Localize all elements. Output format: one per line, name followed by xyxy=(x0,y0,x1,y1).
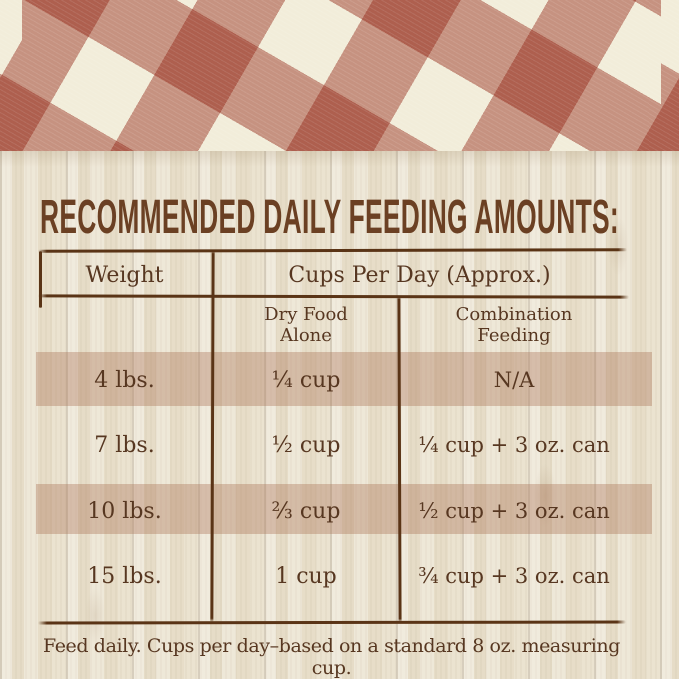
cell-weight-row-3: 10 lbs. xyxy=(87,498,162,524)
subheader-combination-feeding: Combination Feeding xyxy=(401,302,627,348)
cell-combination-row-2: ¼ cup + 3 oz. can xyxy=(418,433,610,457)
cell-dry-food-row-4: 1 cup xyxy=(275,563,337,589)
cell-combination-row-1: N/A xyxy=(493,368,535,392)
subheader-line: Combination xyxy=(455,304,573,325)
cell-combination-row-4: ¾ cup + 3 oz. can xyxy=(418,564,610,588)
cell-weight-row-1: 4 lbs. xyxy=(94,367,155,393)
subheader-dry-food-alone: Dry Food Alone xyxy=(214,302,398,348)
column-header-cups-per-day: Cups Per Day (Approx.) xyxy=(288,262,551,288)
subheader-line: Alone xyxy=(280,325,332,346)
cell-dry-food-row-3: ⅔ cup xyxy=(271,498,341,524)
cell-dry-food-row-1: ¼ cup xyxy=(271,367,341,393)
gingham-pattern-band xyxy=(0,0,679,151)
subheader-line: Dry Food xyxy=(264,304,348,325)
cell-weight-row-2: 7 lbs. xyxy=(94,432,155,458)
highlight-band-row-3 xyxy=(36,484,652,534)
highlight-band-row-1 xyxy=(36,352,652,406)
cell-weight-row-4: 15 lbs. xyxy=(87,563,162,589)
wood-grain-background xyxy=(0,151,679,679)
feeding-footnote: Feed daily. Cups per day–based on a stan… xyxy=(42,635,621,679)
column-header-weight: Weight xyxy=(85,262,164,288)
subheader-line: Feeding xyxy=(477,325,551,346)
page-title: RECOMMENDED DAILY FEEDING AMOUNTS: xyxy=(40,191,619,244)
table-left-edge-tick xyxy=(39,251,42,308)
cell-combination-row-3: ½ cup + 3 oz. can xyxy=(418,499,610,523)
cell-dry-food-row-2: ½ cup xyxy=(271,432,341,458)
